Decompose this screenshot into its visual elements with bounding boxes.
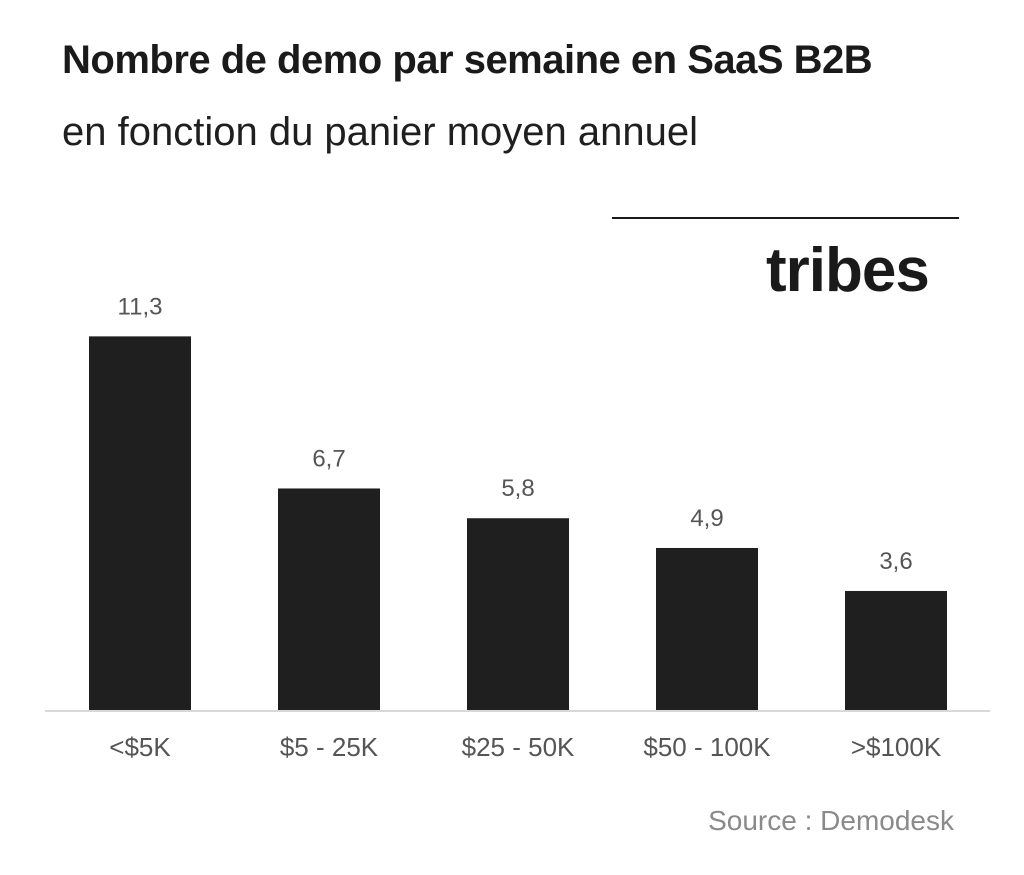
value-label-1: 6,7 — [312, 445, 345, 472]
category-label-0: <$5K — [109, 732, 171, 762]
bar-1 — [278, 488, 380, 710]
bar-4 — [845, 590, 947, 710]
chart-title: Nombre de demo par semaine en SaaS B2B — [62, 38, 873, 82]
tribes-logo: tribes — [766, 236, 930, 305]
bar-2 — [467, 518, 569, 710]
category-label-3: $50 - 100K — [643, 732, 771, 762]
bar-0 — [89, 336, 191, 710]
value-label-3: 4,9 — [690, 505, 723, 532]
category-label-2: $25 - 50K — [462, 732, 575, 762]
bar-3 — [656, 547, 758, 710]
value-label-4: 3,6 — [879, 548, 912, 575]
logo-divider — [612, 217, 959, 219]
value-label-2: 5,8 — [501, 475, 534, 502]
category-label-1: $5 - 25K — [280, 732, 379, 762]
chart-subtitle: en fonction du panier moyen annuel — [62, 110, 699, 154]
source-note: Source : Demodesk — [708, 805, 954, 836]
bars-group: 11,3 <$5K 6,7 $5 - 25K 5,8 $25 - 50K 4,9 $50 - … — [89, 293, 947, 762]
category-label-4: >$100K — [851, 732, 942, 762]
value-label-0: 11,3 — [118, 293, 163, 320]
